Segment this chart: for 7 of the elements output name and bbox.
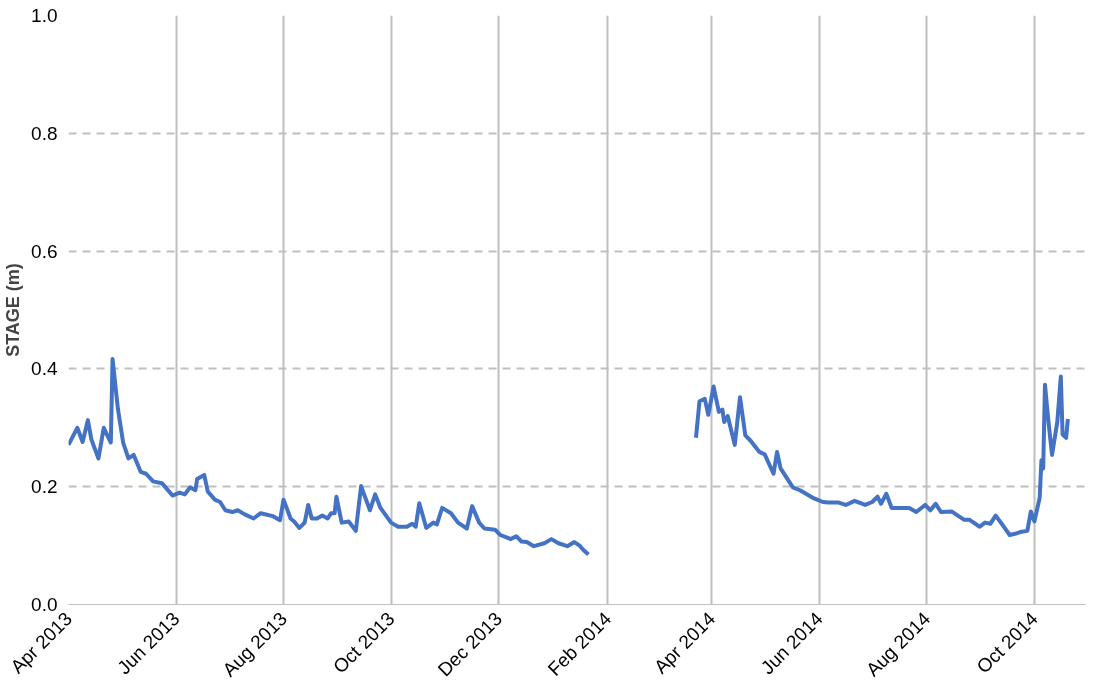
y-axis-title: STAGE (m)	[3, 263, 24, 357]
y-tick-label: 1.0	[31, 5, 58, 26]
y-tick-label: 0.2	[31, 476, 58, 498]
y-tick-label: 0.0	[31, 594, 58, 615]
y-tick-label: 0.4	[31, 358, 58, 380]
y-tick-label: 0.8	[31, 122, 58, 144]
y-tick-label: 0.6	[31, 240, 58, 262]
